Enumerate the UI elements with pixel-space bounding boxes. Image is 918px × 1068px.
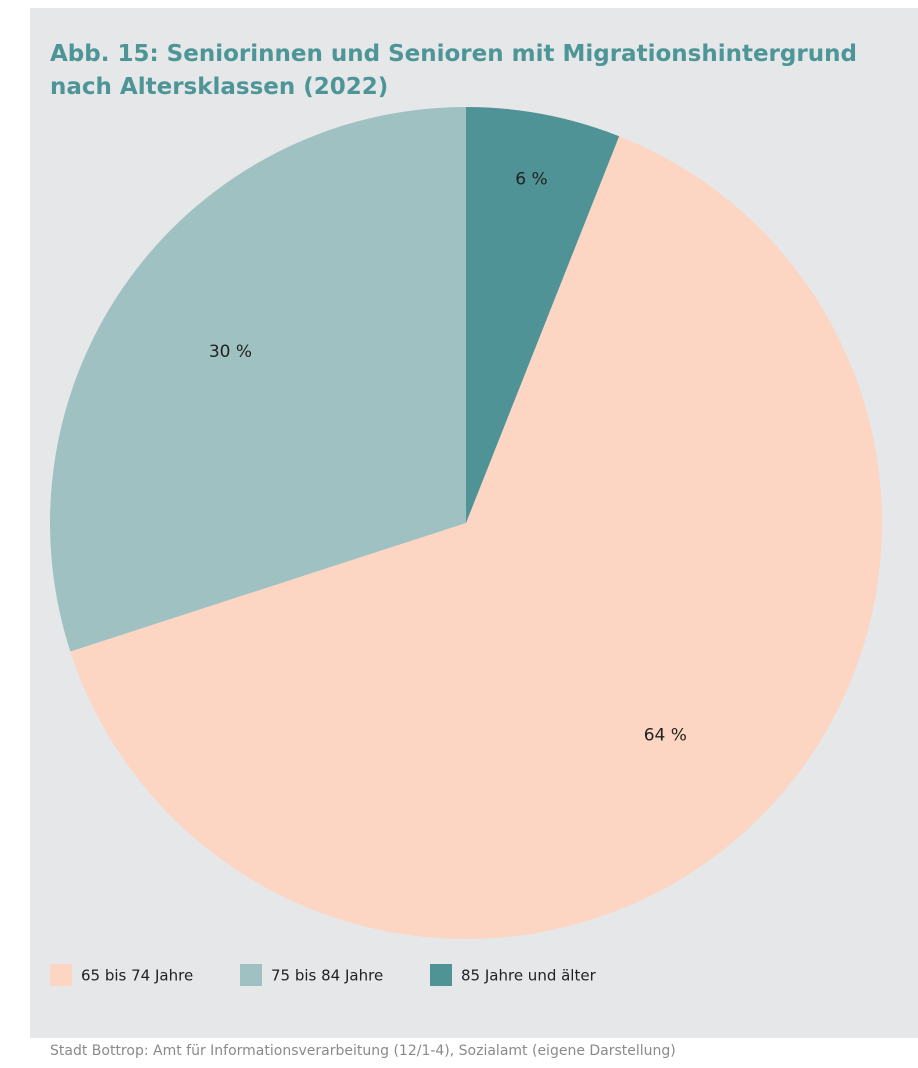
- pie-slice: [466, 107, 620, 523]
- source-note: Stadt Bottrop: Amt für Informationsverar…: [50, 1043, 676, 1059]
- data-label: 30 %: [209, 342, 252, 362]
- legend-swatch: [50, 964, 72, 986]
- legend-swatch: [240, 964, 262, 986]
- legend-label: 65 bis 74 Jahre: [81, 967, 193, 985]
- pie-slice: [70, 136, 883, 939]
- data-label: 6 %: [515, 170, 547, 190]
- pie-slice: [49, 107, 466, 652]
- legend-swatch: [430, 964, 452, 986]
- data-label: 64 %: [644, 725, 687, 745]
- legend-label: 75 bis 84 Jahre: [271, 967, 383, 985]
- legend-label: 85 Jahre und älter: [461, 967, 597, 985]
- chart-title: Abb. 15: Seniorinnen und Senioren mit Mi…: [50, 41, 857, 100]
